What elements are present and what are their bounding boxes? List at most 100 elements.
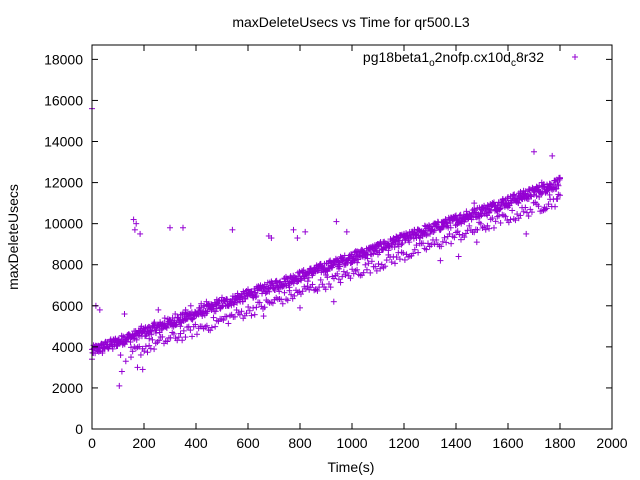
data-point — [549, 152, 556, 159]
data-point — [291, 274, 298, 281]
data-point — [304, 278, 311, 285]
data-point — [99, 350, 106, 357]
data-point-band — [462, 230, 469, 237]
data-point — [338, 255, 345, 262]
data-point-band — [388, 259, 395, 266]
data-point-band — [377, 265, 384, 272]
data-point-band — [129, 348, 136, 355]
data-point-band — [497, 219, 504, 226]
data-point-band — [545, 201, 552, 208]
data-point-band — [451, 234, 458, 241]
y-tick-label: 18000 — [44, 51, 83, 67]
data-point — [229, 226, 236, 233]
data-point-band — [400, 250, 407, 257]
data-point-band — [149, 336, 156, 343]
data-point — [473, 239, 480, 246]
data-point — [375, 251, 381, 258]
data-point — [120, 333, 127, 340]
data-point-band — [189, 316, 196, 323]
y-tick-label: 0 — [75, 421, 83, 437]
data-point-band — [524, 209, 530, 216]
data-point — [546, 191, 553, 198]
data-point-band — [494, 202, 501, 209]
data-point-band — [187, 327, 194, 334]
data-point-band — [337, 279, 344, 286]
data-point — [505, 204, 511, 211]
data-point — [286, 284, 293, 291]
data-point — [294, 235, 301, 242]
data-point-band — [482, 226, 489, 233]
data-point-band — [484, 205, 491, 212]
data-point-band — [326, 281, 332, 288]
data-point-band — [317, 276, 324, 283]
data-point — [401, 230, 407, 237]
data-point — [359, 247, 366, 254]
data-point-band — [401, 256, 408, 263]
data-point-band — [144, 349, 151, 356]
data-point — [167, 224, 173, 231]
data-point — [343, 228, 350, 235]
data-point — [271, 280, 277, 287]
data-point — [533, 183, 540, 190]
data-point-band — [512, 217, 519, 224]
data-point-band — [461, 234, 468, 241]
data-point — [224, 302, 231, 309]
data-point — [525, 196, 532, 203]
data-point-band — [415, 249, 422, 256]
data-point — [134, 364, 141, 371]
data-point — [276, 288, 283, 295]
data-point — [182, 306, 189, 313]
data-point-band — [428, 241, 435, 248]
data-point-band — [373, 267, 380, 274]
data-point-band — [368, 258, 375, 265]
data-point — [156, 329, 163, 336]
data-point-band — [362, 261, 369, 268]
y-tick-label: 12000 — [44, 175, 83, 191]
y-tick-label: 4000 — [52, 339, 83, 355]
data-point — [155, 306, 162, 313]
data-point — [463, 208, 470, 215]
data-layer — [89, 105, 563, 389]
data-point — [538, 179, 545, 186]
data-point — [96, 306, 103, 313]
data-point-band — [136, 343, 143, 350]
data-point-band — [531, 191, 537, 198]
data-point — [541, 204, 548, 211]
y-tick-label: 14000 — [44, 134, 83, 150]
data-point-band — [349, 266, 356, 273]
data-point-band — [425, 240, 431, 247]
data-point — [125, 331, 132, 338]
data-point — [453, 212, 459, 219]
data-point-band — [152, 330, 159, 337]
data-point-band — [148, 331, 155, 338]
data-point-band — [507, 216, 514, 223]
data-point-band — [251, 311, 258, 318]
data-point-band — [212, 308, 219, 315]
x-axis-label: Time(s) — [328, 459, 375, 475]
data-point-band — [351, 258, 358, 265]
data-point-band — [246, 307, 253, 314]
data-point-band — [220, 317, 227, 324]
data-point-band — [517, 212, 524, 219]
data-point-band — [466, 222, 473, 229]
data-point-band — [156, 337, 163, 344]
plot-frame — [91, 44, 613, 430]
data-point-band — [180, 327, 187, 334]
data-point — [458, 220, 465, 227]
data-point — [479, 204, 485, 211]
legend-label: pg18beta1o2nofp.cx10dc8r32 — [363, 49, 544, 69]
data-point-band — [269, 300, 276, 307]
data-point — [427, 230, 433, 237]
data-point-band — [439, 238, 446, 245]
data-point-band — [509, 207, 516, 214]
data-point-band — [533, 192, 540, 199]
data-point-band — [223, 313, 230, 320]
data-point — [102, 339, 108, 346]
legend-marker — [572, 54, 578, 60]
data-point-band — [299, 288, 306, 295]
data-point — [354, 259, 361, 266]
data-point-band — [413, 242, 420, 249]
x-tick-label: 200 — [132, 435, 156, 451]
data-point — [499, 196, 506, 203]
data-point-band — [309, 281, 316, 288]
